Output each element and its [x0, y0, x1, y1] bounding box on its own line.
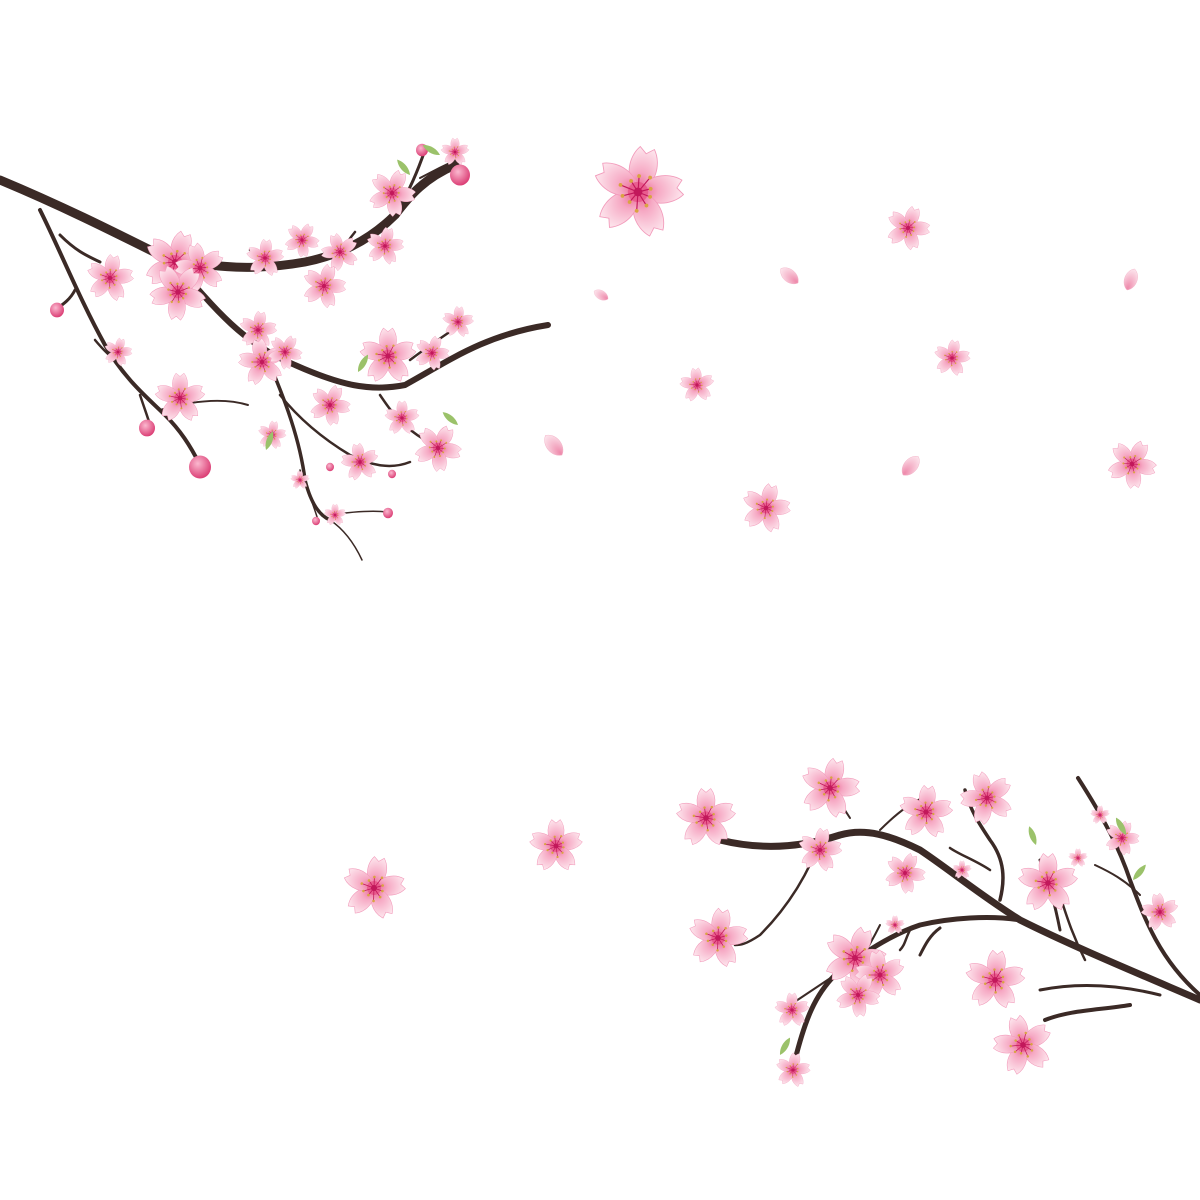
leaf	[1028, 826, 1037, 845]
blossom-flower	[309, 383, 351, 427]
blossom-flower	[800, 756, 861, 819]
blossom-flower	[674, 788, 738, 848]
blossom-flower	[245, 238, 285, 278]
leaf	[1115, 817, 1127, 835]
blossom-flower	[341, 855, 407, 921]
falling-petal	[901, 456, 920, 476]
blossom-flower	[823, 925, 887, 991]
blossom-flower	[1106, 439, 1158, 490]
blossom-flower	[1140, 892, 1180, 932]
blossom-flower	[1016, 853, 1080, 913]
blossom-flower	[964, 949, 1026, 1011]
leaf	[397, 159, 410, 175]
falling-petal-layer	[544, 267, 1138, 476]
blossom-flower	[174, 241, 226, 295]
blossom-flower	[267, 334, 303, 370]
blossom-flower	[774, 992, 810, 1028]
blossom-flower	[885, 915, 905, 935]
flower-bud	[312, 516, 320, 526]
blossom-flower	[358, 327, 418, 384]
blossom-flower	[368, 168, 417, 218]
leaf	[1133, 864, 1146, 880]
flower-bud	[450, 164, 470, 186]
blossom-flower	[1068, 848, 1088, 868]
blossom-flower	[741, 482, 791, 534]
flower-bud	[50, 302, 64, 318]
blossom-flower	[413, 424, 463, 473]
blossom-flower	[933, 339, 971, 377]
flower-bud	[139, 419, 155, 437]
blossom-flower	[992, 1013, 1053, 1076]
blossom-flower	[440, 137, 470, 166]
blossom-flower	[591, 144, 685, 240]
falling-petal	[780, 267, 799, 285]
blossom-layer	[85, 137, 1180, 1088]
blossom-flower	[284, 222, 320, 258]
blossom-flower	[884, 851, 926, 895]
blossom-flower	[290, 470, 310, 490]
blossom-flower	[302, 263, 346, 309]
blossom-flower	[835, 972, 881, 1018]
blossom-flower	[960, 770, 1014, 826]
leaf	[357, 354, 369, 372]
blossom-flower	[679, 367, 715, 403]
blossom-flower	[797, 827, 843, 873]
falling-petal	[544, 434, 564, 456]
blossom-flower	[340, 442, 380, 482]
leaf-layer	[265, 144, 1146, 1055]
falling-petal	[593, 289, 609, 301]
blossom-flower	[886, 205, 931, 251]
bud-layer	[50, 143, 470, 526]
blossom-flower	[775, 1052, 811, 1088]
blossom-flower	[238, 310, 278, 350]
leaf	[265, 431, 274, 450]
flower-bud	[326, 462, 334, 472]
blossom-flower	[528, 819, 584, 873]
blossom-flower	[952, 860, 972, 880]
leaf	[442, 412, 458, 425]
blossom-flower	[898, 784, 954, 839]
leaf	[779, 1037, 791, 1055]
blossom-flower	[237, 337, 287, 387]
blossom-flower	[323, 504, 347, 526]
leaf	[422, 144, 440, 156]
blossom-flower	[1090, 805, 1110, 825]
falling-petal	[1123, 268, 1138, 291]
blossom-flower	[441, 305, 475, 338]
blossom-flower	[687, 907, 749, 969]
blossom-flower	[85, 253, 135, 303]
blossom-flower	[854, 949, 906, 1001]
flower-bud	[383, 507, 393, 519]
blossom-flower	[153, 372, 207, 423]
blossom-flower	[365, 226, 405, 266]
blossom-flower	[321, 232, 359, 272]
blossom-flower	[384, 400, 420, 436]
flower-bud	[388, 469, 396, 479]
blossom-flower	[148, 263, 208, 321]
blossom-flower	[414, 335, 450, 371]
flower-bud	[189, 455, 211, 479]
blossom-flower	[103, 337, 133, 367]
